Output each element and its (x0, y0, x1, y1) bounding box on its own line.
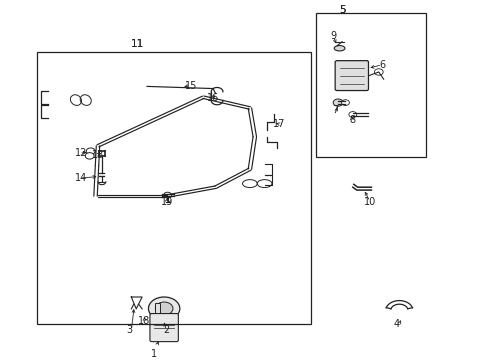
Text: 9: 9 (330, 31, 336, 41)
FancyBboxPatch shape (335, 60, 368, 90)
Text: 4: 4 (394, 319, 400, 329)
Circle shape (164, 192, 171, 198)
Circle shape (155, 302, 173, 315)
Text: 12: 12 (74, 148, 87, 158)
Text: 14: 14 (74, 173, 87, 183)
Text: 7: 7 (333, 105, 339, 115)
Text: 15: 15 (185, 81, 197, 91)
FancyBboxPatch shape (150, 314, 178, 342)
Text: 1: 1 (151, 348, 157, 359)
Text: 11: 11 (130, 39, 144, 49)
Bar (155, 303, 160, 314)
Text: 10: 10 (364, 197, 376, 207)
Text: 11: 11 (130, 39, 144, 49)
Ellipse shape (334, 45, 345, 51)
Bar (316, 13, 426, 157)
Text: 8: 8 (350, 114, 356, 125)
Text: 16: 16 (207, 93, 220, 103)
Text: 5: 5 (340, 5, 346, 15)
Circle shape (349, 112, 357, 117)
Text: 19: 19 (161, 197, 172, 207)
Text: 3: 3 (127, 325, 133, 336)
Circle shape (342, 100, 349, 105)
Text: 13: 13 (92, 150, 104, 160)
Circle shape (86, 148, 95, 154)
Text: 17: 17 (273, 119, 286, 129)
Circle shape (148, 297, 180, 320)
Text: 6: 6 (379, 60, 385, 70)
Text: 2: 2 (164, 325, 170, 336)
Bar (37, 52, 311, 324)
Circle shape (374, 69, 383, 75)
Circle shape (85, 153, 94, 159)
Text: 5: 5 (340, 5, 346, 15)
Text: 18: 18 (138, 316, 151, 326)
Circle shape (333, 99, 343, 106)
